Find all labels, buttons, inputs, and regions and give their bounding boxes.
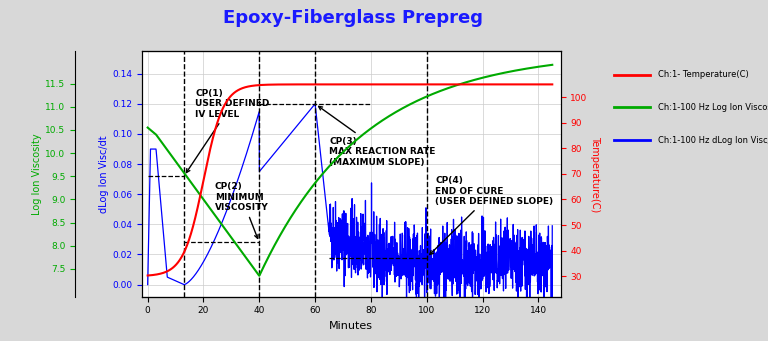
- Text: CP(2)
MINIMUM
VISCOSITY: CP(2) MINIMUM VISCOSITY: [214, 182, 268, 238]
- Y-axis label: Temperature(C): Temperature(C): [591, 136, 601, 212]
- Y-axis label: dLog Ion Visc/dt: dLog Ion Visc/dt: [99, 135, 110, 213]
- Text: CP(4)
END OF CURE
(USER DEFINED SLOPE): CP(4) END OF CURE (USER DEFINED SLOPE): [430, 176, 553, 254]
- X-axis label: Minutes: Minutes: [329, 321, 373, 331]
- Text: CP(3)
MAX REACTION RATE
(MAXIMUM SLOPE): CP(3) MAX REACTION RATE (MAXIMUM SLOPE): [319, 106, 435, 167]
- Text: Ch:1- Temperature(C): Ch:1- Temperature(C): [658, 70, 749, 79]
- Text: CP(1)
USER DEFINED
IV LEVEL: CP(1) USER DEFINED IV LEVEL: [187, 89, 270, 173]
- Text: Ch:1-100 Hz dLog Ion Visc/dt: Ch:1-100 Hz dLog Ion Visc/dt: [658, 136, 768, 145]
- Y-axis label: Log Ion Viscosity: Log Ion Viscosity: [32, 133, 42, 215]
- Text: Epoxy-Fiberglass Prepreg: Epoxy-Fiberglass Prepreg: [223, 9, 483, 27]
- Text: Ch:1-100 Hz Log Ion Viscosity: Ch:1-100 Hz Log Ion Viscosity: [658, 103, 768, 112]
